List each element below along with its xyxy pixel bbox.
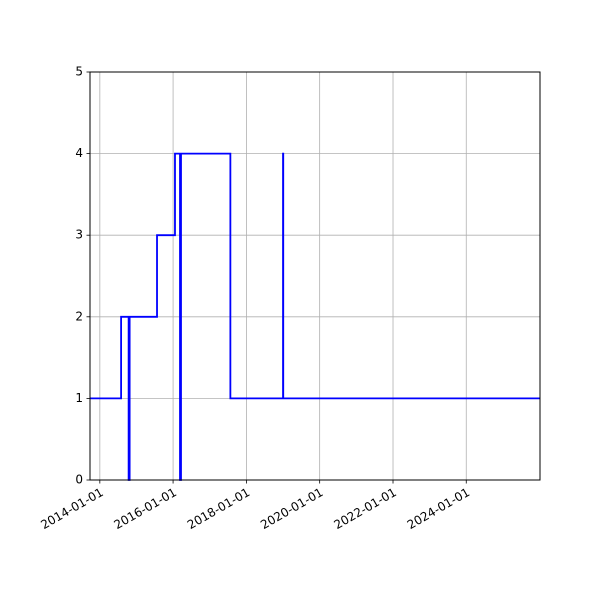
- grid: [90, 71, 540, 481]
- y-tick-label: 3: [75, 228, 83, 242]
- y-tick-label: 4: [75, 146, 83, 160]
- series-layer: [90, 152, 540, 481]
- y-tick-label: 0: [75, 473, 83, 487]
- plot-frame: [89, 71, 541, 481]
- y-tick-label: 5: [75, 65, 83, 79]
- y-tick-label: 2: [75, 309, 83, 323]
- series-line: [90, 152, 540, 481]
- y-axis: 0 1 2 3 4 5: [75, 65, 90, 487]
- y-tick-label: 1: [75, 391, 83, 405]
